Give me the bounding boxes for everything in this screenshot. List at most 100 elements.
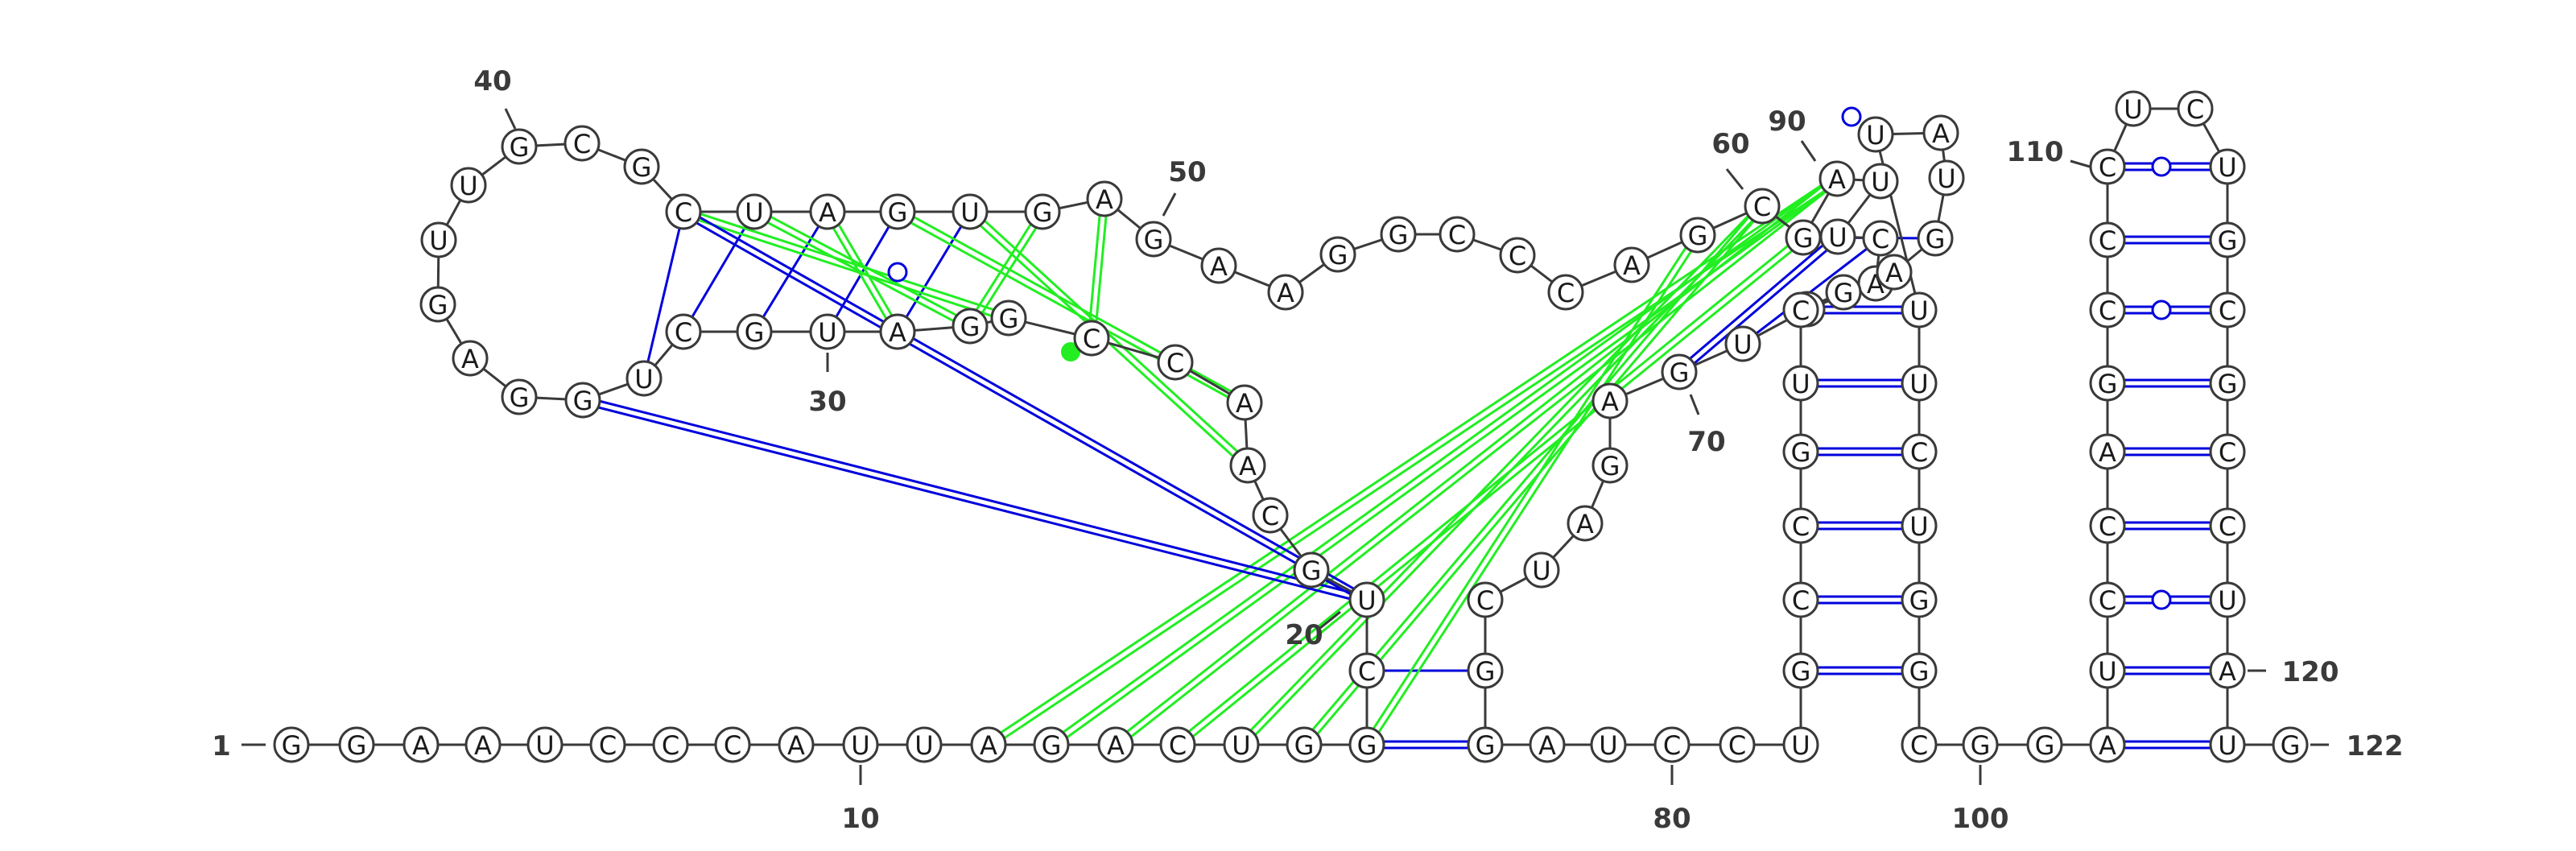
nucleotide: U <box>450 167 487 204</box>
pseudoknot-pair-line <box>829 209 902 331</box>
nucleotide-letter: G <box>1670 357 1690 388</box>
base-pair-line <box>753 211 829 333</box>
nucleotide-letter: A <box>1239 451 1257 481</box>
nucleotide: G <box>2026 726 2063 763</box>
nucleotide: A <box>452 340 489 377</box>
nucleotide-letter: G <box>1791 437 1811 468</box>
nucleotide: U <box>2209 726 2246 763</box>
nucleotide-letter: G <box>632 152 652 183</box>
nucleotide-circle <box>665 193 702 230</box>
nucleotide: C <box>665 193 702 230</box>
nucleotide-letter: C <box>1557 278 1575 308</box>
nucleotide-letter: G <box>960 312 980 342</box>
nucleotide: U <box>2089 652 2126 689</box>
nucleotide-letter: U <box>2124 94 2142 125</box>
nucleotide-letter: G <box>1042 730 1062 761</box>
nucleotide-circle <box>1782 652 1819 689</box>
nucleotide: U <box>1901 291 1938 328</box>
nucleotide: U <box>906 726 943 763</box>
nucleotide: A <box>1818 160 1856 197</box>
nucleotide: C <box>1348 652 1385 689</box>
nucleotide-circle <box>1782 365 1819 402</box>
nucleotide: U <box>1782 365 1819 402</box>
nucleotide-circle <box>1229 447 1266 484</box>
nucleotide-circle <box>952 193 989 230</box>
nucleotide: G <box>1782 433 1819 470</box>
nucleotide: G <box>1782 652 1819 689</box>
nucleotide-letter: U <box>851 730 869 761</box>
nucleotide-circle <box>2089 581 2126 618</box>
nucleotide-circle <box>501 378 538 415</box>
nucleotide-letter: C <box>1169 730 1187 761</box>
nucleotide-circle <box>1135 221 1172 258</box>
position-label-120: 120 <box>2248 656 2339 688</box>
nucleotide-circle <box>990 300 1027 337</box>
nucleotide: U <box>1862 163 1899 200</box>
nucleotide-circle <box>1782 433 1819 470</box>
nucleotide-letter: C <box>2099 225 2116 256</box>
nucleotide-circle <box>2115 90 2152 127</box>
nucleotide-circle <box>420 221 457 258</box>
position-label-100: 100 <box>1952 765 2008 835</box>
nucleotide: A <box>1226 384 1263 421</box>
nucleotide-circle <box>2089 652 2126 689</box>
nucleotide-letter: G <box>1033 197 1053 228</box>
base-pair-line <box>681 213 1366 604</box>
pseudoknot-pair-line <box>1113 175 1836 744</box>
nucleotide-letter: G <box>888 197 908 228</box>
nucleotide-letter: U <box>1791 730 1810 761</box>
nucleotide-letter: C <box>599 730 617 761</box>
nucleotide-circle <box>1901 365 1938 402</box>
pseudoknot-marker-dot <box>1061 342 1080 361</box>
nucleotide-letter: C <box>1792 511 1810 542</box>
position-label-122: 122 <box>2310 730 2403 762</box>
nucleotide-letter: U <box>914 730 933 761</box>
nucleotide-circle <box>564 382 601 419</box>
wobble-pair-marker <box>2151 300 2172 320</box>
nucleotide: C <box>2209 433 2246 470</box>
nucleotide-letter: C <box>724 730 741 761</box>
nucleotide-letter: A <box>787 730 805 761</box>
nucleotide: C <box>1159 726 1196 763</box>
nucleotide-circle <box>1922 114 1959 151</box>
nucleotide-circle <box>1286 726 1323 763</box>
nucleotide: C <box>1252 497 1289 534</box>
wobble-pair-marker <box>2151 589 2172 610</box>
nucleotide-letter: A <box>412 730 430 761</box>
nucleotide: C <box>665 313 702 350</box>
nucleotide-circle <box>1567 505 1604 542</box>
pseudoknot-pair-line <box>1093 199 1109 339</box>
nucleotide: C <box>589 726 626 763</box>
nucleotide: A <box>879 313 916 350</box>
nucleotide-letter: C <box>573 129 591 159</box>
nucleotide: U <box>1523 551 1560 589</box>
nucleotide-circle <box>450 167 487 204</box>
nucleotide-circle <box>2209 581 2246 618</box>
nucleotide-circle <box>1024 193 1061 230</box>
nucleotide: A <box>970 726 1007 763</box>
nucleotide-letter: U <box>535 730 554 761</box>
nucleotide: U <box>842 726 879 763</box>
wobble-pair-marker <box>1841 106 1862 127</box>
position-number: 70 <box>1687 426 1725 458</box>
base-pair-line <box>682 211 756 333</box>
nucleotide-circle <box>1157 344 1194 381</box>
nucleotide: C <box>1862 220 1899 257</box>
position-label-70: 70 <box>1687 394 1726 458</box>
nucleotide-circle <box>1226 384 1263 421</box>
pseudoknot-pair-line <box>1300 203 1761 744</box>
nucleotide: A <box>1267 274 1304 311</box>
nucleotide-letter: G <box>1926 224 1946 254</box>
nucleotide-circle <box>1547 274 1584 311</box>
nucleotide-circle <box>1901 433 1938 470</box>
nucleotide-circle <box>1097 726 1134 763</box>
nucleotide-circle <box>879 193 916 230</box>
nucleotide-circle <box>1529 726 1566 763</box>
nucleotide: G <box>1962 726 1999 763</box>
nucleotide-circle <box>1467 652 1504 689</box>
nucleotide-letter: A <box>980 730 997 761</box>
nucleotide: C <box>1744 188 1781 225</box>
nucleotide: U <box>1724 325 1761 362</box>
nucleotide-letter: C <box>1872 224 1889 254</box>
nucleotide: A <box>1200 247 1237 284</box>
